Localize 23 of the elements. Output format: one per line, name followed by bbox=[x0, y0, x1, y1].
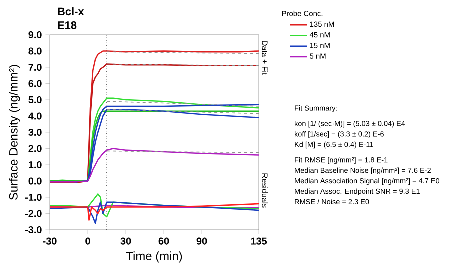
y-tick-label: 1.0 bbox=[29, 161, 42, 169]
y-tick-label: 3.0 bbox=[28, 128, 42, 136]
y-tick-label: -2.0 bbox=[25, 210, 42, 218]
x-tick-label: 30 bbox=[120, 238, 132, 245]
chart-subtitle: E18 bbox=[58, 22, 77, 30]
y-tick-label: -3.0 bbox=[25, 226, 42, 234]
x-tick-label: 90 bbox=[196, 238, 208, 245]
x-tick-label: -30 bbox=[43, 238, 57, 245]
x-tick-label: 60 bbox=[158, 238, 170, 245]
x-axis-title: Time (min) bbox=[126, 252, 182, 263]
chart-title: Bcl-x bbox=[58, 8, 84, 16]
y-tick-label: 8.0 bbox=[28, 48, 42, 55]
y-tick-label: 7.0 bbox=[28, 64, 42, 72]
y-tick-label: 4.0 bbox=[28, 112, 42, 120]
y-tick-label: 2.0 bbox=[28, 145, 42, 152]
y-tick-label: 0.0 bbox=[28, 178, 42, 185]
y-tick-label: 6.0 bbox=[28, 80, 42, 88]
x-tick-label: 135 bbox=[251, 238, 268, 245]
y-tick-label: 5.0 bbox=[28, 96, 42, 104]
x-tick-label: 0 bbox=[86, 238, 90, 245]
y-axis-title: Surface Density (ng/mm²) bbox=[9, 65, 20, 200]
y-tick-label: 9.0 bbox=[28, 31, 42, 39]
y-tick-label: -1.0 bbox=[25, 194, 42, 202]
